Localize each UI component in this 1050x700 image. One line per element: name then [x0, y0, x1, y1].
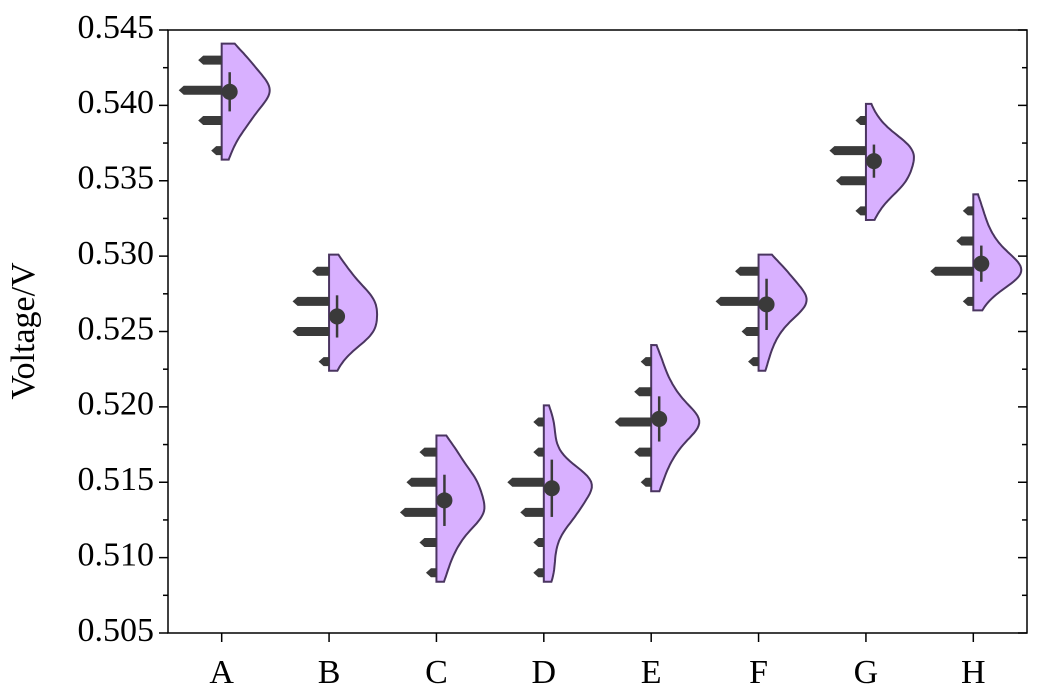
y-tick-label: 0.505 [78, 612, 155, 649]
histogram-bar [312, 266, 330, 276]
y-axis-label: Voltage/V [5, 262, 42, 400]
violin [220, 42, 271, 161]
x-tick-label: D [532, 654, 557, 691]
histogram-bar [198, 115, 222, 125]
histogram-bar [406, 477, 437, 487]
histogram-bar [829, 146, 866, 156]
histogram-bar [735, 266, 759, 276]
histogram-bar [634, 447, 652, 457]
mean-dot [758, 296, 775, 313]
histogram-bar [533, 417, 544, 427]
histogram-bar [855, 115, 866, 125]
violin [757, 253, 808, 372]
histogram-bar [178, 85, 222, 95]
histogram-bar [533, 538, 544, 548]
histogram-bar [419, 538, 437, 548]
mean-dot [329, 308, 346, 325]
histogram-bar [614, 417, 652, 427]
histogram-bar [198, 55, 222, 65]
histogram-bar [835, 176, 866, 186]
histogram-bar [533, 447, 544, 457]
histogram-bar [520, 507, 544, 517]
y-tick-label: 0.510 [78, 536, 155, 573]
histogram-bar [211, 146, 222, 156]
mean-dot [543, 480, 560, 497]
violin [864, 102, 915, 221]
mean-dot [651, 410, 668, 427]
histogram-bar [318, 357, 330, 367]
x-tick-label: B [318, 654, 341, 691]
violin [328, 253, 379, 372]
mean-dot [436, 492, 453, 509]
x-tick-label: A [209, 654, 234, 691]
y-tick-label: 0.520 [78, 386, 155, 423]
histogram-bar [640, 477, 652, 487]
histogram-bar [962, 206, 974, 216]
histogram-bar [748, 357, 759, 367]
x-tick-label: F [749, 654, 768, 691]
y-tick-label: 0.515 [78, 461, 155, 498]
y-tick-label: 0.545 [78, 9, 155, 46]
x-tick-label: C [425, 654, 448, 691]
histogram-bar [741, 327, 759, 336]
histogram-bar [292, 296, 330, 306]
mean-dot [221, 83, 238, 100]
violin [435, 434, 486, 583]
violin [542, 404, 593, 583]
x-tick-label: G [854, 654, 879, 691]
y-tick-label: 0.525 [78, 310, 155, 347]
histogram-bar [715, 296, 759, 306]
mean-dot [973, 255, 990, 272]
histogram-bar [930, 266, 974, 276]
y-tick-label: 0.540 [78, 84, 155, 121]
histogram-bar [855, 206, 866, 216]
y-tick-label: 0.530 [78, 235, 155, 272]
y-tick-label: 0.535 [78, 160, 155, 197]
histogram-bar [425, 568, 437, 578]
histogram-bar [533, 568, 544, 578]
violin [972, 193, 1023, 312]
histogram-bar [399, 507, 437, 517]
histogram-bar [640, 357, 652, 367]
x-tick-label: E [641, 654, 662, 691]
x-tick-label: H [961, 654, 986, 691]
violin [650, 344, 701, 493]
mean-dot [865, 153, 882, 170]
histogram-bar [292, 327, 330, 336]
histogram-bar [507, 477, 544, 487]
histogram-bar [962, 296, 974, 306]
histogram-bar [419, 447, 437, 457]
histogram-bar [634, 387, 652, 397]
histogram-bar [956, 236, 974, 246]
